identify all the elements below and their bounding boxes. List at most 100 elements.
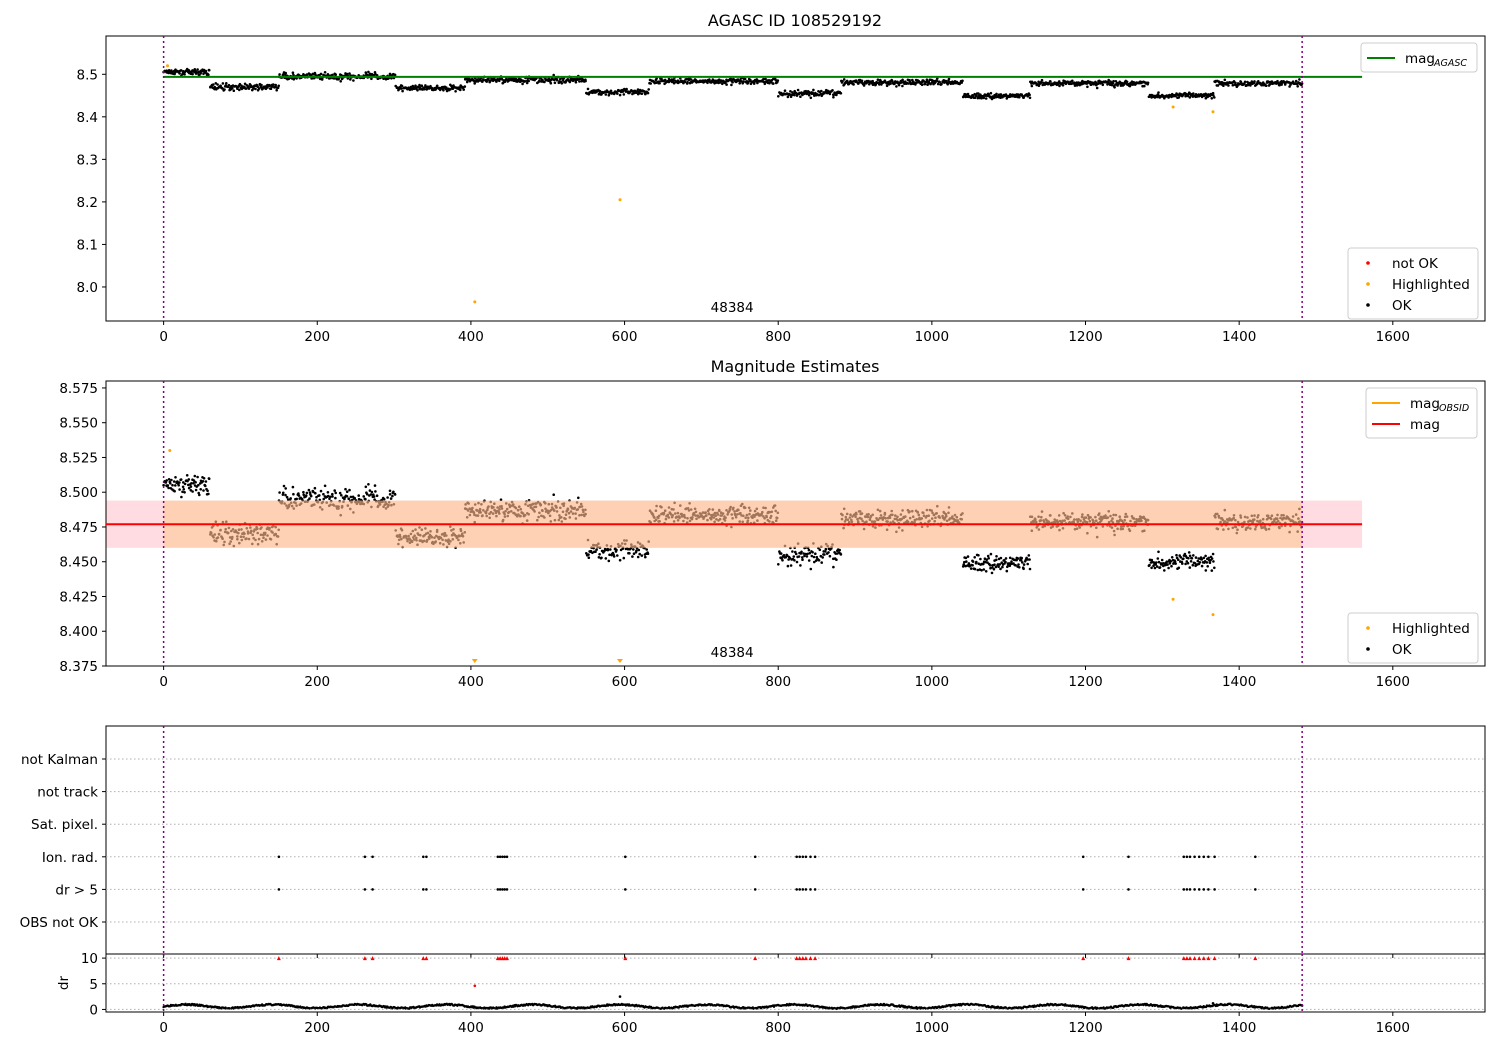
- agasc-obsid-label: 48384: [711, 300, 754, 316]
- ok-point: [1192, 92, 1195, 95]
- ok-point: [221, 82, 225, 85]
- flag-point: [795, 888, 798, 891]
- ok-point: [196, 475, 199, 479]
- ok-point: [689, 78, 693, 81]
- ok-point: [308, 497, 311, 500]
- flag-point: [496, 855, 500, 859]
- ok-point: [459, 88, 462, 92]
- ok-point: [334, 73, 338, 76]
- ok-point: [1049, 80, 1052, 83]
- flag-point: [809, 855, 812, 859]
- ok-point: [1150, 566, 1153, 570]
- ok-point: [622, 556, 626, 560]
- ok-point: [776, 79, 780, 82]
- ok-point: [191, 490, 194, 493]
- ok-point: [1210, 569, 1214, 572]
- ok-point: [1267, 80, 1270, 84]
- x-tick-label: 800: [765, 329, 791, 345]
- ok-point: [199, 488, 202, 491]
- ok-point: [352, 79, 355, 82]
- ok-point: [584, 79, 587, 83]
- agasc-ok-points: [162, 67, 1304, 101]
- legend-label: mag: [1405, 51, 1435, 67]
- flag-point: [505, 888, 509, 891]
- ok-point: [971, 564, 974, 567]
- ok-point: [901, 78, 904, 82]
- ok-point: [1177, 566, 1181, 570]
- ok-point: [1166, 563, 1169, 566]
- ok-point: [1216, 84, 1220, 87]
- ok-point: [828, 554, 832, 558]
- ok-point: [823, 553, 826, 556]
- ok-point: [801, 558, 804, 561]
- ok-point: [632, 548, 635, 551]
- ok-point: [166, 484, 170, 487]
- flag-point: [753, 888, 757, 891]
- ok-point: [1143, 84, 1146, 88]
- ok-point: [1004, 93, 1008, 96]
- ok-point: [806, 552, 809, 556]
- flag-point: [498, 855, 502, 859]
- highlighted-point: [473, 300, 477, 304]
- ok-point: [1186, 561, 1190, 565]
- ok-point: [706, 81, 709, 85]
- ok-point: [708, 78, 711, 81]
- flag-point: [801, 888, 805, 891]
- flag-point: [425, 855, 428, 859]
- ok-point: [1154, 561, 1158, 564]
- ok-point: [966, 555, 970, 558]
- ok-point: [1249, 84, 1252, 87]
- x-tick-label: 0: [159, 674, 168, 690]
- agasc-title: AGASC ID 108529192: [708, 11, 882, 30]
- ok-point: [993, 563, 996, 566]
- ok-point: [171, 483, 174, 487]
- ok-point: [207, 68, 211, 72]
- ok-point: [809, 567, 813, 571]
- flag-point: [1127, 888, 1130, 891]
- ok-point: [266, 86, 269, 89]
- ok-point: [1187, 556, 1190, 560]
- ok-point: [799, 564, 802, 567]
- ok-point: [786, 564, 790, 568]
- ok-point: [660, 77, 663, 81]
- off-scale-marker: [471, 659, 478, 663]
- ok-point: [1231, 83, 1235, 87]
- flag-point: [624, 855, 627, 859]
- flag-point: [505, 855, 509, 859]
- magnitude-obsid-label: 48384: [711, 645, 754, 661]
- ok-point: [973, 567, 977, 571]
- ok-point: [334, 491, 338, 495]
- legend-box: [1347, 247, 1479, 320]
- ok-point: [411, 84, 415, 88]
- ok-point: [1095, 86, 1099, 90]
- ok-point: [1204, 569, 1208, 572]
- ok-point: [1194, 556, 1198, 559]
- flag-point: [809, 888, 812, 891]
- ok-point: [552, 493, 555, 497]
- ok-point: [1028, 93, 1031, 97]
- ok-point: [995, 92, 998, 96]
- ok-point: [178, 481, 181, 484]
- ok-point: [824, 547, 828, 551]
- ok-point: [965, 560, 968, 563]
- ok-point: [971, 560, 975, 563]
- flag-point: [501, 888, 504, 891]
- ok-point: [1177, 96, 1181, 99]
- ok-point: [984, 97, 988, 100]
- ok-point: [1058, 84, 1061, 88]
- ok-point: [204, 484, 207, 488]
- ok-point: [274, 83, 278, 87]
- ok-point: [329, 495, 332, 499]
- ok-point: [640, 92, 644, 95]
- ok-point: [369, 493, 373, 496]
- ok-point: [1276, 79, 1279, 83]
- ok-point: [799, 95, 802, 98]
- ok-point: [1211, 91, 1215, 95]
- ok-point: [1155, 565, 1159, 568]
- ok-point: [323, 71, 327, 74]
- ok-point: [373, 484, 377, 487]
- ok-point: [1016, 557, 1020, 560]
- ok-point: [165, 479, 168, 482]
